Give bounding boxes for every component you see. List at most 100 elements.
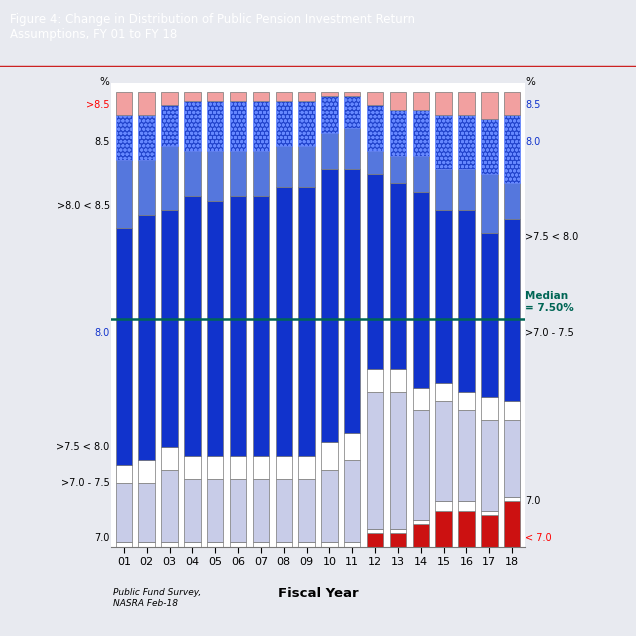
- Bar: [481, 92, 497, 119]
- Bar: [344, 169, 361, 433]
- Bar: [481, 119, 497, 174]
- Bar: [252, 197, 269, 456]
- Bar: [436, 401, 452, 501]
- Bar: [504, 420, 520, 497]
- Bar: [481, 511, 497, 515]
- Bar: [504, 497, 520, 501]
- Bar: [458, 169, 474, 210]
- Text: 8.0: 8.0: [525, 137, 541, 147]
- Bar: [275, 92, 292, 101]
- Text: < 7.0: < 7.0: [525, 533, 552, 543]
- Bar: [481, 174, 497, 233]
- Bar: [321, 92, 338, 96]
- Bar: [504, 183, 520, 219]
- Bar: [458, 92, 474, 114]
- Bar: [390, 183, 406, 370]
- Text: 8.5: 8.5: [525, 100, 541, 111]
- Bar: [139, 543, 155, 547]
- Bar: [139, 92, 155, 114]
- Bar: [367, 392, 384, 529]
- Bar: [436, 114, 452, 169]
- Bar: [230, 101, 246, 151]
- Bar: [252, 92, 269, 101]
- Bar: [481, 233, 497, 397]
- Bar: [413, 520, 429, 524]
- Text: Public Fund Survey,
NASRA Feb-18: Public Fund Survey, NASRA Feb-18: [113, 588, 202, 608]
- Bar: [139, 160, 155, 215]
- Bar: [321, 133, 338, 169]
- Bar: [436, 511, 452, 547]
- Bar: [298, 479, 315, 543]
- Bar: [458, 501, 474, 511]
- Text: >7.5 < 8.0: >7.5 < 8.0: [57, 442, 109, 452]
- Bar: [207, 101, 223, 151]
- Bar: [504, 219, 520, 401]
- Bar: [367, 529, 384, 534]
- Bar: [184, 456, 200, 479]
- Bar: [458, 210, 474, 392]
- Bar: [458, 511, 474, 547]
- Bar: [436, 169, 452, 210]
- Bar: [481, 515, 497, 547]
- Bar: [207, 201, 223, 456]
- Bar: [458, 410, 474, 501]
- Text: 8.5: 8.5: [94, 137, 109, 147]
- Bar: [162, 469, 178, 543]
- Bar: [298, 92, 315, 101]
- Bar: [230, 543, 246, 547]
- Bar: [436, 92, 452, 114]
- Bar: [436, 383, 452, 401]
- Bar: [367, 92, 384, 106]
- Bar: [207, 151, 223, 201]
- Bar: [207, 456, 223, 479]
- Bar: [162, 447, 178, 469]
- Bar: [207, 92, 223, 101]
- Text: %: %: [100, 77, 109, 87]
- Bar: [481, 420, 497, 511]
- Bar: [252, 456, 269, 479]
- Bar: [139, 114, 155, 160]
- Bar: [139, 460, 155, 483]
- Bar: [504, 114, 520, 183]
- Bar: [458, 114, 474, 169]
- Bar: [139, 483, 155, 543]
- Bar: [116, 543, 132, 547]
- Bar: [298, 456, 315, 479]
- Bar: [230, 197, 246, 456]
- Bar: [321, 543, 338, 547]
- Bar: [367, 151, 384, 174]
- Bar: [116, 160, 132, 228]
- Bar: [504, 501, 520, 547]
- Bar: [207, 543, 223, 547]
- Bar: [298, 146, 315, 188]
- Bar: [116, 483, 132, 543]
- Bar: [116, 465, 132, 483]
- Bar: [413, 410, 429, 520]
- Bar: [390, 392, 406, 529]
- Bar: [184, 479, 200, 543]
- Bar: [184, 101, 200, 151]
- Bar: [275, 188, 292, 456]
- Bar: [413, 110, 429, 156]
- Bar: [230, 92, 246, 101]
- Bar: [436, 210, 452, 383]
- Bar: [116, 92, 132, 114]
- Bar: [367, 534, 384, 547]
- Bar: [252, 151, 269, 197]
- Bar: [436, 501, 452, 511]
- Bar: [184, 151, 200, 197]
- Bar: [275, 543, 292, 547]
- Bar: [344, 92, 361, 96]
- Bar: [390, 156, 406, 183]
- Bar: [184, 197, 200, 456]
- Bar: [390, 92, 406, 110]
- Bar: [162, 92, 178, 106]
- Bar: [367, 174, 384, 370]
- Bar: [344, 433, 361, 460]
- Bar: [458, 392, 474, 410]
- Bar: [275, 456, 292, 479]
- Bar: [344, 460, 361, 543]
- Bar: [162, 146, 178, 210]
- Bar: [116, 114, 132, 160]
- Bar: [252, 479, 269, 543]
